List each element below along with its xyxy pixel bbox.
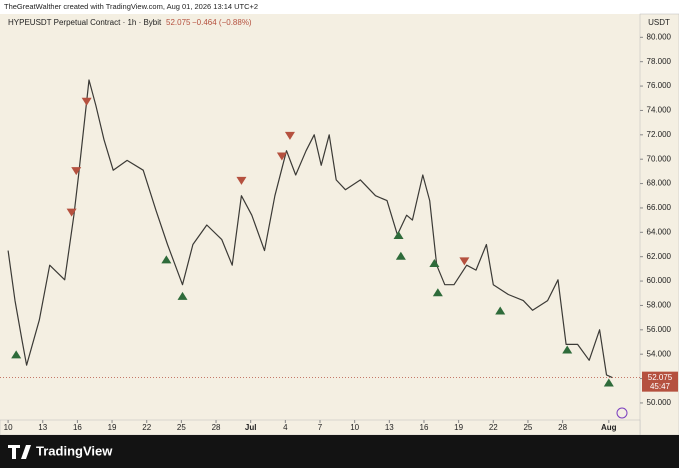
x-tick-label: 10 [350, 423, 359, 432]
y-tick-label: 66.000 [647, 203, 672, 212]
sell-signal [66, 208, 77, 217]
x-tick-label: 19 [108, 423, 117, 432]
currency: USDT [648, 18, 670, 27]
header-price: 52.075 [166, 18, 191, 27]
symbol: HYPEUSDT Perpetual Contract · 1h · Bybit [8, 18, 162, 27]
x-tick-label: 22 [489, 423, 498, 432]
x-tick-label: Jul [245, 423, 257, 432]
buy-signal [393, 230, 404, 239]
sell-signal [236, 176, 247, 185]
x-tick-label: 13 [385, 423, 394, 432]
sell-signal [276, 152, 287, 161]
y-tick-label: 62.000 [647, 252, 672, 261]
credit: TheGreatWalther created with TradingView… [4, 2, 258, 11]
countdown: 45:47 [650, 382, 671, 391]
plot-area [0, 14, 640, 420]
buy-signal [11, 350, 22, 359]
x-tick-label: 22 [142, 423, 151, 432]
x-tick-label: 16 [420, 423, 429, 432]
last-price-label: 52.075 [648, 373, 673, 382]
y-tick-label: 60.000 [647, 276, 672, 285]
buy-signal [395, 251, 406, 260]
y-tick-label: 50.000 [647, 398, 672, 407]
x-tick-label: 13 [38, 423, 47, 432]
alert-icon[interactable] [616, 407, 628, 419]
price-axis [639, 13, 679, 436]
y-tick-label: 80.000 [647, 32, 672, 41]
x-tick-label: 16 [73, 423, 82, 432]
brand: TradingView [36, 443, 113, 458]
x-tick-label: 25 [177, 423, 186, 432]
buy-signal [562, 345, 573, 354]
y-tick-label: 64.000 [647, 227, 672, 236]
y-tick-label: 56.000 [647, 325, 672, 334]
y-tick-label: 68.000 [647, 179, 672, 188]
buy-signal [161, 255, 172, 264]
sell-signal [284, 131, 295, 140]
x-tick-label: Aug [601, 423, 617, 432]
price-line [7, 79, 613, 379]
footer [0, 435, 679, 468]
x-tick-label: 19 [454, 423, 463, 432]
x-tick-label: 28 [212, 423, 221, 432]
y-tick-label: 72.000 [647, 130, 672, 139]
x-tick-label: 25 [523, 423, 532, 432]
y-tick-label: 54.000 [647, 349, 672, 358]
sell-signal [81, 97, 92, 106]
buy-signal [177, 291, 188, 300]
sell-signal [459, 257, 470, 266]
buy-signal [603, 378, 614, 387]
x-tick-label: 10 [4, 423, 13, 432]
x-tick-label: 4 [283, 423, 288, 432]
logo [8, 445, 31, 459]
x-tick-label: 7 [318, 423, 323, 432]
x-tick-label: 28 [558, 423, 567, 432]
buy-signal [432, 288, 443, 297]
buy-signal [429, 259, 440, 267]
y-tick-label: 70.000 [647, 154, 672, 163]
price-change: −0.464 (−0.88%) [192, 18, 252, 27]
y-tick-label: 74.000 [647, 106, 672, 115]
sell-signal [71, 167, 82, 176]
y-tick-label: 58.000 [647, 301, 672, 310]
buy-signal [495, 306, 506, 315]
y-tick-label: 76.000 [647, 81, 672, 90]
y-tick-label: 78.000 [647, 57, 672, 66]
last-price-tag [642, 371, 678, 392]
